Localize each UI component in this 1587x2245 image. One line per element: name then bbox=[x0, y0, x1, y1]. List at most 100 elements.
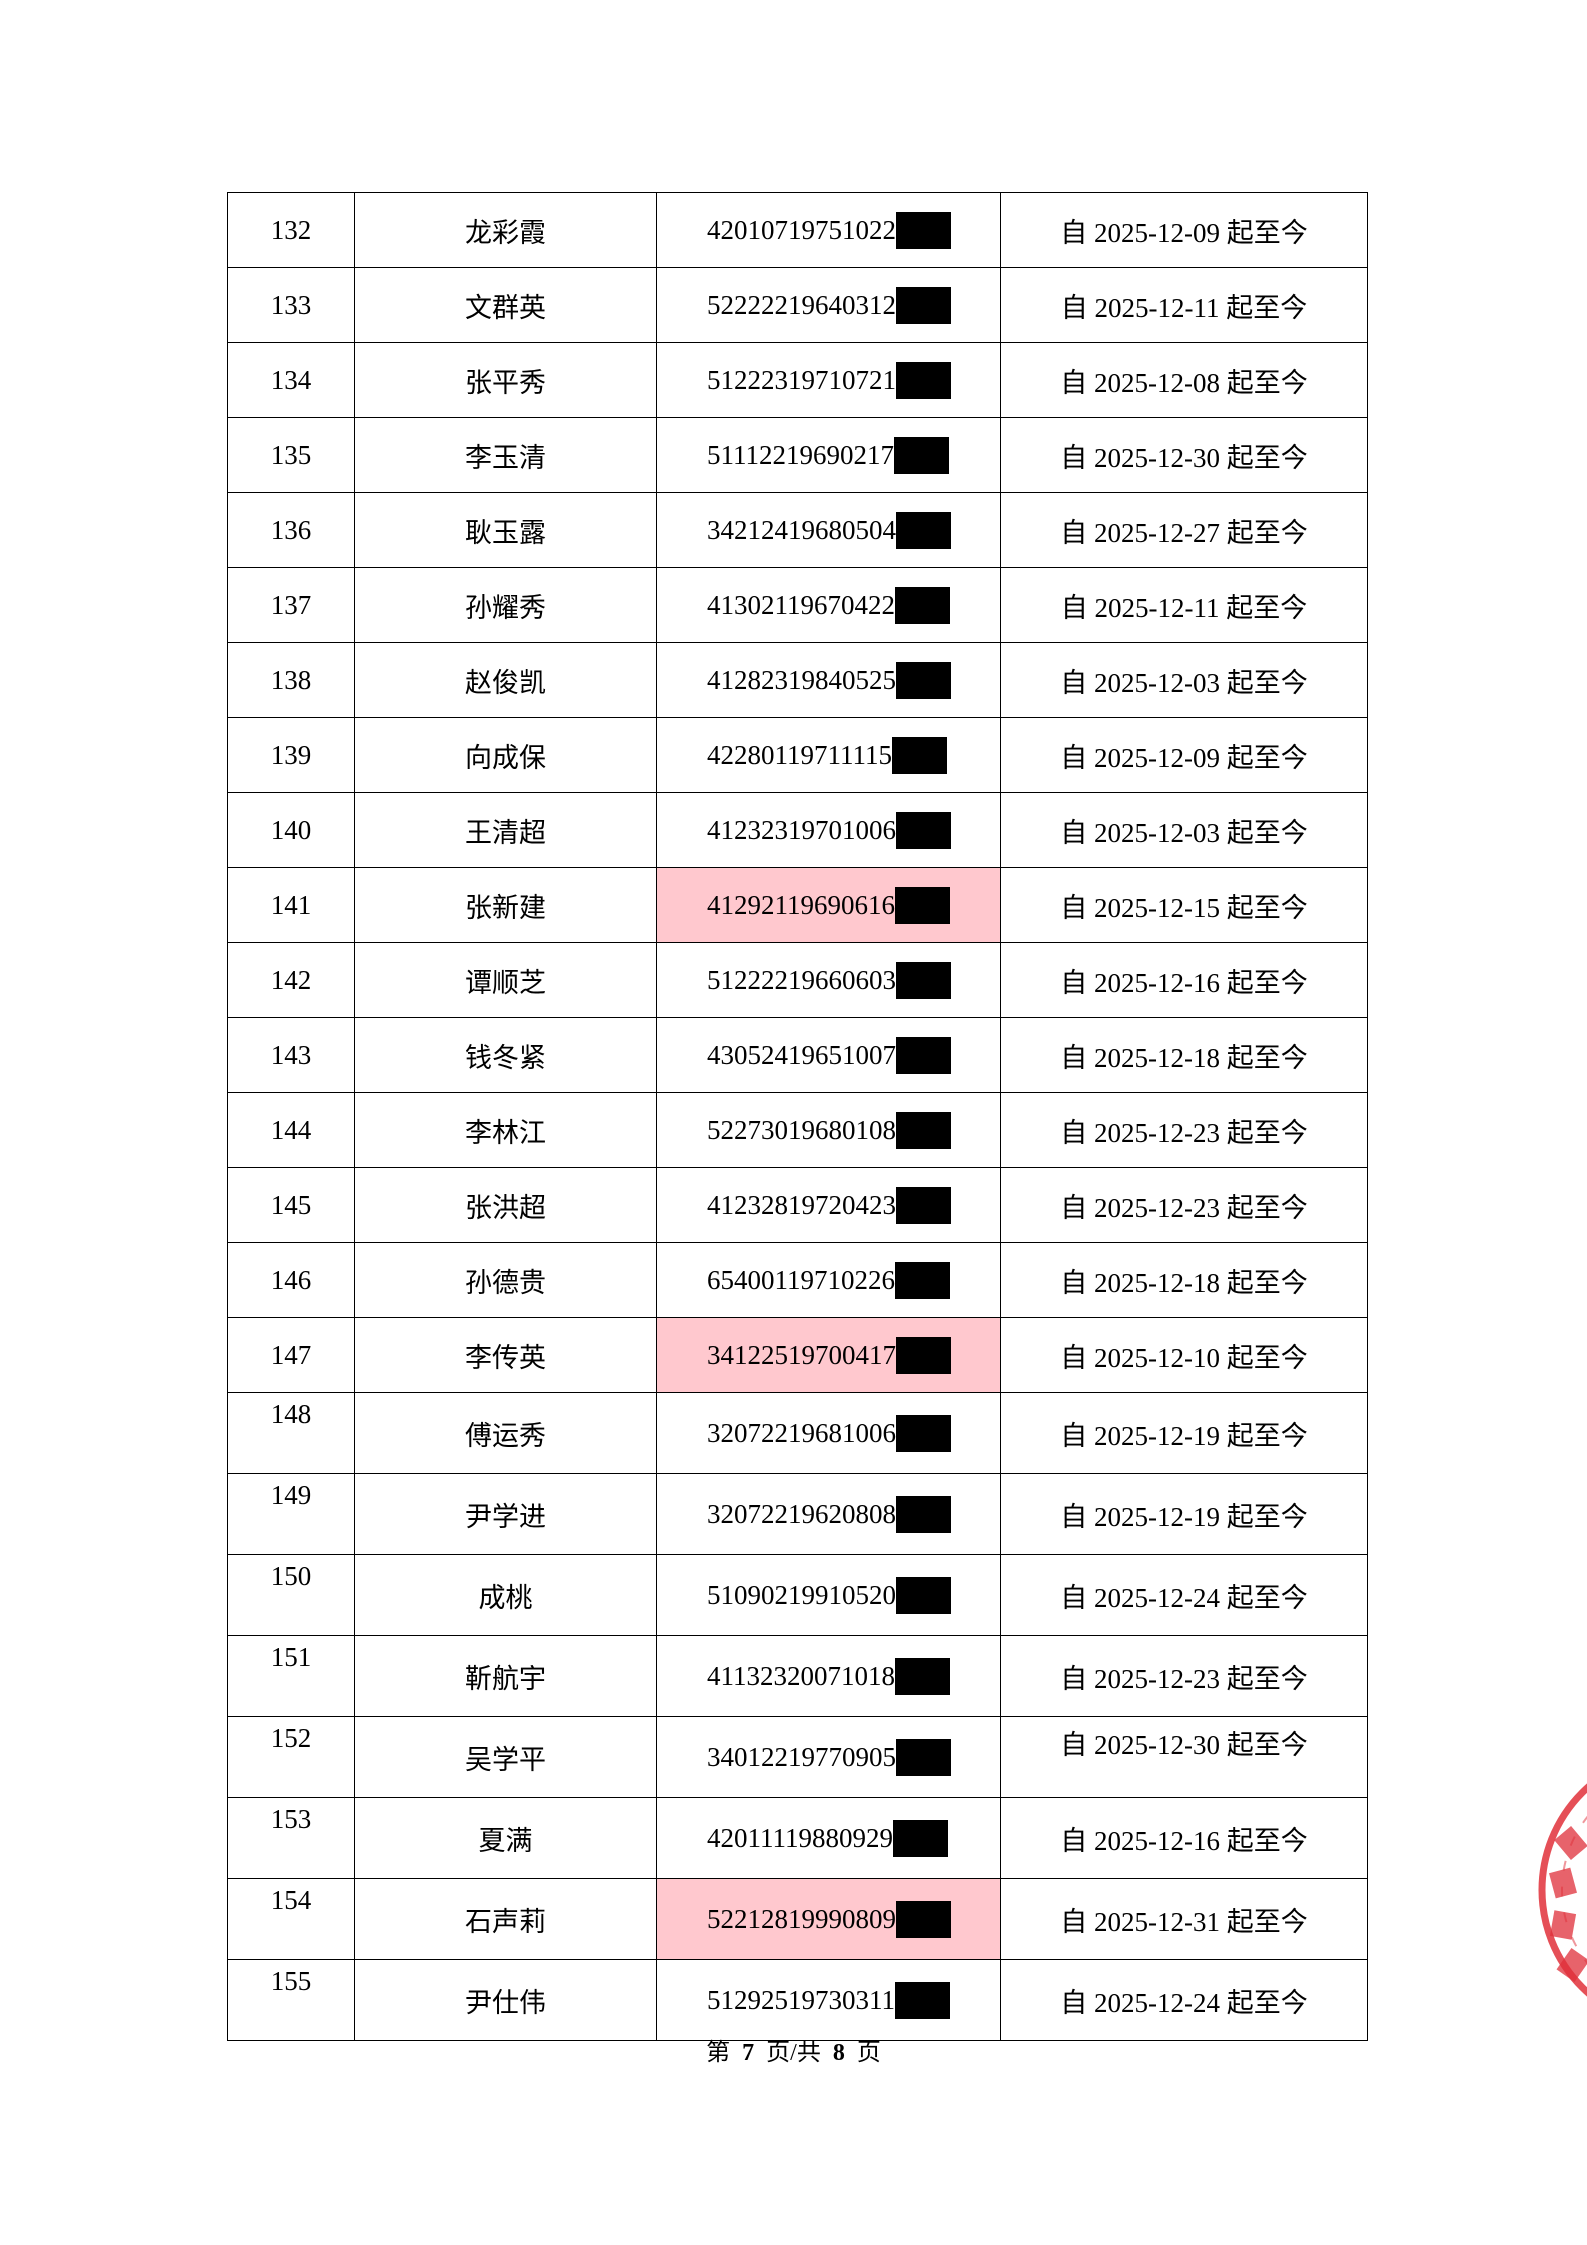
id-number-cell: 41282319840525 bbox=[656, 642, 1001, 718]
id-number: 32072219681006 bbox=[707, 1417, 896, 1448]
redaction-box bbox=[896, 1576, 951, 1614]
person-name: 石声莉 bbox=[354, 1878, 657, 1960]
start-date: 自 2025-12-23 起至今 bbox=[1000, 1635, 1368, 1717]
start-date: 自 2025-12-08 起至今 bbox=[1000, 342, 1368, 418]
person-name: 李林江 bbox=[354, 1092, 657, 1168]
table-row: 137 孙耀秀 41302119670422 自 2025-12-11 起至今 bbox=[227, 567, 1368, 643]
start-date: 自 2025-12-19 起至今 bbox=[1000, 1392, 1368, 1474]
start-date: 自 2025-12-09 起至今 bbox=[1000, 717, 1368, 793]
id-number: 51090219910520 bbox=[707, 1579, 896, 1610]
id-number-cell: 42010719751022 bbox=[656, 192, 1001, 268]
start-date: 自 2025-12-27 起至今 bbox=[1000, 492, 1368, 568]
id-number: 41292119690616 bbox=[707, 889, 895, 920]
current-page: 7 bbox=[742, 2040, 755, 2066]
row-number: 134 bbox=[227, 342, 355, 418]
start-date: 自 2025-12-24 起至今 bbox=[1000, 1959, 1368, 2041]
person-name: 孙德贵 bbox=[354, 1242, 657, 1318]
redaction-box bbox=[895, 1981, 950, 2019]
id-number-cell: 51090219910520 bbox=[656, 1554, 1001, 1636]
person-name: 赵俊凯 bbox=[354, 642, 657, 718]
person-name: 李玉清 bbox=[354, 417, 657, 493]
table-row: 147 李传英 34122519700417 自 2025-12-10 起至今 bbox=[227, 1317, 1368, 1393]
id-number-cell: 52222219640312 bbox=[656, 267, 1001, 343]
row-number: 151 bbox=[227, 1635, 355, 1717]
id-number: 34012219770905 bbox=[707, 1741, 896, 1772]
id-number: 34212419680504 bbox=[707, 514, 896, 545]
id-number-cell: 52273019680108 bbox=[656, 1092, 1001, 1168]
redaction-box bbox=[894, 436, 949, 474]
redaction-box bbox=[896, 1186, 951, 1224]
redaction-box bbox=[896, 1414, 951, 1452]
start-date: 自 2025-12-16 起至今 bbox=[1000, 942, 1368, 1018]
start-date: 自 2025-12-24 起至今 bbox=[1000, 1554, 1368, 1636]
id-number-cell: 51292519730311 bbox=[656, 1959, 1001, 2041]
id-number: 41232319701006 bbox=[707, 814, 896, 845]
start-date: 自 2025-12-09 起至今 bbox=[1000, 192, 1368, 268]
total-pages: 8 bbox=[832, 2040, 845, 2066]
row-number: 137 bbox=[227, 567, 355, 643]
id-number: 52222219640312 bbox=[707, 289, 896, 320]
table-row: 149 尹学进 32072219620808 自 2025-12-19 起至今 bbox=[227, 1473, 1368, 1555]
row-number: 141 bbox=[227, 867, 355, 943]
id-number: 41132320071018 bbox=[707, 1660, 895, 1691]
table-row: 146 孙德贵 65400119710226 自 2025-12-18 起至今 bbox=[227, 1242, 1368, 1318]
table-row: 133 文群英 52222219640312 自 2025-12-11 起至今 bbox=[227, 267, 1368, 343]
row-number: 136 bbox=[227, 492, 355, 568]
table-row: 145 张洪超 41232819720423 自 2025-12-23 起至今 bbox=[227, 1167, 1368, 1243]
id-number: 42010719751022 bbox=[707, 214, 896, 245]
person-name: 王清超 bbox=[354, 792, 657, 868]
id-number-cell: 34012219770905 bbox=[656, 1716, 1001, 1798]
redaction-box bbox=[896, 361, 951, 399]
row-number: 144 bbox=[227, 1092, 355, 1168]
person-name: 张新建 bbox=[354, 867, 657, 943]
redaction-box bbox=[895, 586, 950, 624]
redaction-box bbox=[895, 1657, 950, 1695]
id-number: 42011119880929 bbox=[707, 1822, 893, 1853]
start-date: 自 2025-12-19 起至今 bbox=[1000, 1473, 1368, 1555]
table-row: 151 靳航宇 41132320071018 自 2025-12-23 起至今 bbox=[227, 1635, 1368, 1717]
table-row: 139 向成保 42280119711115 自 2025-12-09 起至今 bbox=[227, 717, 1368, 793]
row-number: 139 bbox=[227, 717, 355, 793]
start-date: 自 2025-12-15 起至今 bbox=[1000, 867, 1368, 943]
id-number-cell: 32072219681006 bbox=[656, 1392, 1001, 1474]
table-row: 140 王清超 41232319701006 自 2025-12-03 起至今 bbox=[227, 792, 1368, 868]
table-row: 142 谭顺芝 51222219660603 自 2025-12-16 起至今 bbox=[227, 942, 1368, 1018]
id-number: 51292519730311 bbox=[707, 1984, 895, 2015]
start-date: 自 2025-12-18 起至今 bbox=[1000, 1017, 1368, 1093]
id-number: 41232819720423 bbox=[707, 1189, 896, 1220]
table-row: 155 尹仕伟 51292519730311 自 2025-12-24 起至今 bbox=[227, 1959, 1368, 2041]
row-number: 132 bbox=[227, 192, 355, 268]
person-name: 尹仕伟 bbox=[354, 1959, 657, 2041]
id-number: 52273019680108 bbox=[707, 1114, 896, 1145]
row-number: 152 bbox=[227, 1716, 355, 1798]
id-number-cell: 41232319701006 bbox=[656, 792, 1001, 868]
redaction-box bbox=[893, 1819, 948, 1857]
person-name: 耿玉露 bbox=[354, 492, 657, 568]
row-number: 148 bbox=[227, 1392, 355, 1474]
redaction-box bbox=[896, 211, 951, 249]
id-number-cell: 42280119711115 bbox=[656, 717, 1001, 793]
start-date: 自 2025-12-18 起至今 bbox=[1000, 1242, 1368, 1318]
start-date: 自 2025-12-31 起至今 bbox=[1000, 1878, 1368, 1960]
start-date: 自 2025-12-30 起至今 bbox=[1000, 417, 1368, 493]
id-number: 42280119711115 bbox=[707, 739, 892, 770]
redaction-box bbox=[896, 511, 951, 549]
residents-table: 132 龙彩霞 42010719751022 自 2025-12-09 起至今 133 文… bbox=[227, 192, 1368, 2041]
table-row: 143 钱冬紧 43052419651007 自 2025-12-18 起至今 bbox=[227, 1017, 1368, 1093]
id-number: 51222219660603 bbox=[707, 964, 896, 995]
id-number: 34122519700417 bbox=[707, 1339, 896, 1370]
start-date: 自 2025-12-11 起至今 bbox=[1000, 567, 1368, 643]
id-number-cell: 65400119710226 bbox=[656, 1242, 1001, 1318]
table-row: 150 成桃 51090219910520 自 2025-12-24 起至今 bbox=[227, 1554, 1368, 1636]
redaction-box bbox=[892, 736, 947, 774]
person-name: 张平秀 bbox=[354, 342, 657, 418]
row-number: 147 bbox=[227, 1317, 355, 1393]
id-number: 51222319710721 bbox=[707, 364, 896, 395]
official-seal-stamp bbox=[1538, 1783, 1587, 1997]
redaction-box bbox=[895, 886, 950, 924]
person-name: 吴学平 bbox=[354, 1716, 657, 1798]
id-number-cell: 51222219660603 bbox=[656, 942, 1001, 1018]
person-name: 傅运秀 bbox=[354, 1392, 657, 1474]
person-name: 向成保 bbox=[354, 717, 657, 793]
row-number: 143 bbox=[227, 1017, 355, 1093]
